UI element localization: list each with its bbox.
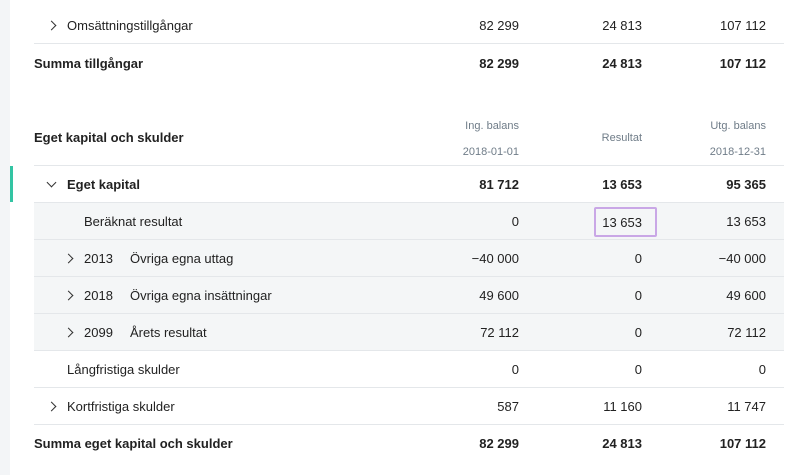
res-value: 24 813	[602, 17, 642, 33]
ing-value: 72 112	[480, 324, 519, 340]
row-label: Långfristiga skulder	[67, 361, 180, 377]
utg-value: 107 112	[719, 17, 766, 33]
res-value: 24 813	[602, 56, 642, 71]
col-res-label: Resultat	[601, 132, 642, 144]
res-value: 11 160	[603, 398, 642, 414]
ing-value: 82 299	[479, 436, 519, 451]
account-number: 2018	[84, 287, 113, 303]
account-row-2013[interactable]: 2013 Övriga egna uttag −40 000 0 −40 000	[34, 240, 784, 277]
res-value: 0	[634, 250, 642, 266]
res-value: 24 813	[602, 436, 642, 451]
account-number: 2013	[84, 250, 113, 266]
ing-value: −40 000	[471, 250, 519, 266]
utg-value: 49 600	[726, 287, 766, 303]
chevron-right-icon[interactable]	[46, 401, 57, 411]
row-label: Summa tillgångar	[34, 56, 144, 71]
short-term-liabilities-row[interactable]: Kortfristiga skulder 587 11 160 11 747	[34, 388, 784, 425]
col-ing-date: 2018-01-01	[462, 146, 519, 158]
res-value: 0	[634, 361, 642, 377]
account-number: 2099	[84, 324, 113, 340]
highlighted-result-value[interactable]: 13 653	[594, 207, 657, 237]
col-ing-label: Ing. balans	[465, 120, 519, 132]
row-label: Summa eget kapital och skulder	[34, 436, 233, 451]
current-assets-row[interactable]: Omsättningstillgångar 82 299 24 813 107 …	[34, 7, 784, 44]
ing-value: 0	[511, 361, 519, 377]
active-indicator	[10, 166, 13, 202]
utg-value: 11 747	[727, 398, 766, 414]
chevron-right-icon[interactable]	[63, 253, 74, 263]
res-value: 0	[634, 324, 642, 340]
utg-value: 107 112	[719, 56, 766, 71]
total-assets-row: Summa tillgångar 82 299 24 813 107 112	[34, 45, 784, 82]
balance-sheet-card: Omsättningstillgångar 82 299 24 813 107 …	[10, 0, 810, 475]
ing-value: 49 600	[479, 287, 519, 303]
utg-value: 95 365	[726, 176, 766, 192]
long-term-liabilities-row: Långfristiga skulder 0 0 0	[34, 351, 784, 388]
col-utg-label: Utg. balans	[710, 120, 766, 132]
equity-row[interactable]: Eget kapital 81 712 13 653 95 365	[10, 166, 784, 203]
ing-value: 82 299	[479, 17, 519, 33]
account-row-2018[interactable]: 2018 Övriga egna insättningar 49 600 0 4…	[34, 277, 784, 314]
ing-value: 82 299	[479, 56, 519, 71]
ing-value: 81 712	[479, 176, 519, 192]
row-label: Omsättningstillgångar	[67, 17, 193, 33]
chevron-right-icon[interactable]	[63, 290, 74, 300]
utg-value: 107 112	[719, 436, 766, 451]
chevron-down-icon[interactable]	[46, 177, 57, 187]
equity-header-row: Eget kapital och skulder Ing. balans 201…	[34, 110, 784, 166]
row-label: Beräknat resultat	[84, 213, 183, 229]
res-value: 13 653	[602, 176, 642, 192]
row-label: Kortfristiga skulder	[67, 398, 175, 414]
ing-value: 587	[497, 398, 519, 414]
ing-value: 0	[511, 213, 519, 229]
col-utg-date: 2018-12-31	[709, 146, 766, 158]
row-label: Övriga egna uttag	[130, 250, 234, 266]
calculated-result-row: Beräknat resultat 0 13 653 13 653	[34, 203, 784, 240]
res-value: 0	[634, 287, 642, 303]
utg-value: 0	[758, 361, 766, 377]
row-label: Årets resultat	[130, 324, 207, 340]
row-label: Eget kapital	[67, 176, 140, 192]
row-label: Övriga egna insättningar	[130, 287, 272, 303]
chevron-right-icon[interactable]	[46, 20, 57, 30]
chevron-right-icon[interactable]	[63, 327, 74, 337]
utg-value: −40 000	[718, 250, 766, 266]
section-title: Eget kapital och skulder	[34, 130, 184, 145]
total-equity-liabilities-row: Summa eget kapital och skulder 82 299 24…	[34, 425, 784, 462]
utg-value: 13 653	[726, 213, 766, 229]
account-row-2099[interactable]: 2099 Årets resultat 72 112 0 72 112	[34, 314, 784, 351]
utg-value: 72 112	[727, 324, 766, 340]
